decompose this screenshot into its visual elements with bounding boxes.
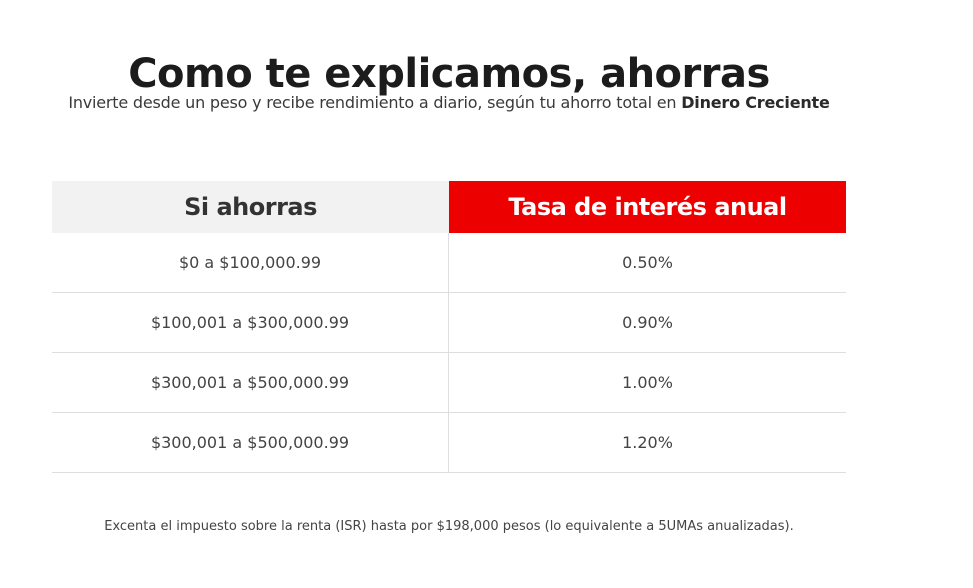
- column-header-annual-rate: Tasa de interés anual: [449, 181, 846, 233]
- subtitle-text: Invierte desde un peso y recibe rendimie…: [68, 93, 682, 112]
- savings-range-cell: $100,001 a $300,000.99: [52, 293, 449, 352]
- savings-range-cell: $300,001 a $500,000.99: [52, 353, 449, 412]
- interest-rates-table: Si ahorras Tasa de interés anual $0 a $1…: [52, 181, 846, 473]
- table-row: $100,001 a $300,000.99 0.90%: [52, 293, 846, 353]
- table-row: $300,001 a $500,000.99 1.20%: [52, 413, 846, 473]
- table-row: $300,001 a $500,000.99 1.00%: [52, 353, 846, 413]
- tax-footnote: Excenta el impuesto sobre la renta (ISR)…: [104, 519, 794, 534]
- interest-rate-cell: 1.00%: [622, 373, 673, 392]
- savings-range-cell: $300,001 a $500,000.99: [52, 413, 449, 472]
- interest-rate-cell: 1.20%: [622, 433, 673, 452]
- column-header-savings: Si ahorras: [52, 181, 449, 233]
- interest-rate-cell: 0.90%: [622, 313, 673, 332]
- interest-rate-cell: 0.50%: [622, 253, 673, 272]
- table-header: Si ahorras Tasa de interés anual: [52, 181, 846, 233]
- savings-range-cell: $0 a $100,000.99: [52, 233, 449, 292]
- page-subtitle: Invierte desde un peso y recibe rendimie…: [0, 92, 898, 114]
- table-row: $0 a $100,000.99 0.50%: [52, 233, 846, 293]
- page-title: Como te explicamos, ahorras: [128, 50, 770, 97]
- product-name: Dinero Creciente: [681, 93, 830, 112]
